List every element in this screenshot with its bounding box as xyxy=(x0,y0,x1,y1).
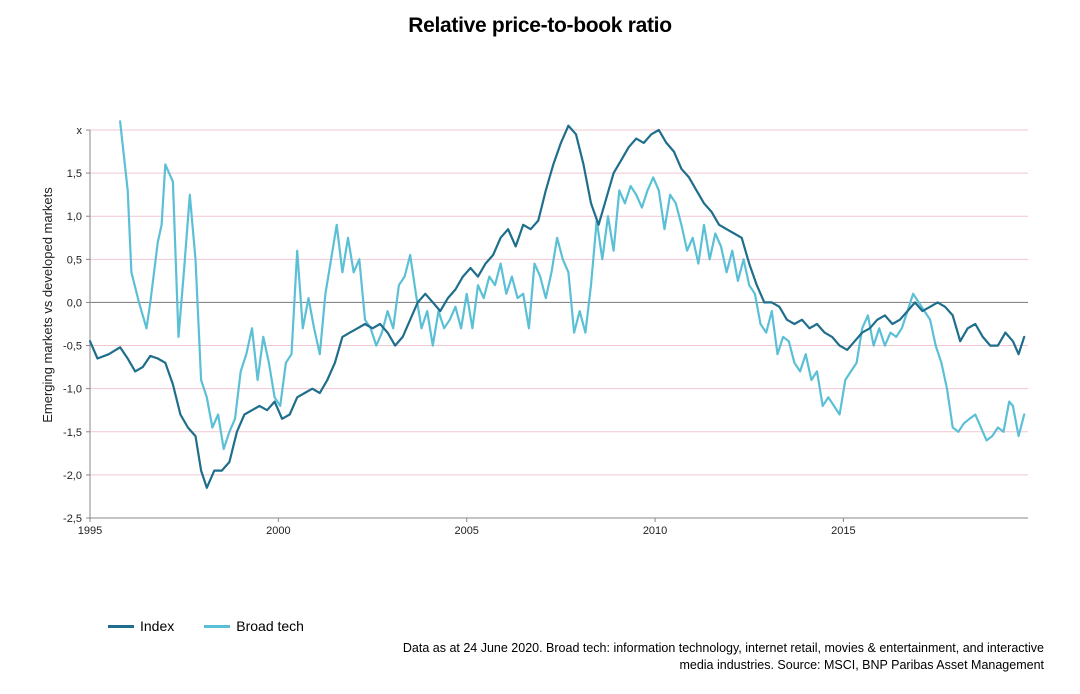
x-tick-label-4: 2015 xyxy=(831,525,855,537)
x-tick-label-3: 2010 xyxy=(643,525,667,537)
y-tick-label-8: -2,0 xyxy=(63,470,82,482)
y-tick-label-5: -0,5 xyxy=(63,341,82,353)
chart-title: Relative price-to-book ratio xyxy=(408,14,672,37)
legend: Index Broad tech xyxy=(108,618,304,634)
y-tick-label-3: 0,5 xyxy=(67,254,82,266)
gridlines xyxy=(90,129,1028,476)
x-tick-label-0: 1995 xyxy=(78,525,102,537)
y-axis-label: Emerging markets vs developed markets xyxy=(40,187,55,423)
legend-swatch-index xyxy=(108,624,134,628)
y-tick-label-1: 1,5 xyxy=(67,168,82,180)
series-line-index xyxy=(88,124,1026,489)
footnote-line-2: media industries. Source: MSCI, BNP Pari… xyxy=(679,658,1044,672)
y-tick-label-2: 1,0 xyxy=(67,211,82,223)
line-chart: x 1,5 1,0 0,5 0,0 -0,5 -1,0 -1,5 -2,0 -2,5 1995 20… xyxy=(40,120,1028,537)
x-axis-ticks: 1995 2000 2005 2010 2015 xyxy=(78,517,1028,537)
footnote-line-1: Data as at 24 June 2020. Broad tech: inf… xyxy=(402,641,1044,655)
y-tick-label-4: 0,0 xyxy=(67,297,82,309)
legend-item-index: Index xyxy=(108,618,174,634)
y-tick-label-7: -1,5 xyxy=(63,427,82,439)
x-tick-label-1: 2000 xyxy=(266,525,290,537)
legend-item-broad-tech: Broad tech xyxy=(204,618,304,634)
series-line-broad-tech xyxy=(119,120,1026,451)
legend-label-broad-tech: Broad tech xyxy=(236,618,304,634)
legend-swatch-broad-tech xyxy=(204,624,231,628)
legend-label-index: Index xyxy=(140,618,175,634)
y-tick-label-9: -2,5 xyxy=(63,513,82,525)
x-tick-label-2: 2005 xyxy=(454,525,478,537)
series-lines xyxy=(88,120,1026,489)
y-tick-label-6: -1,0 xyxy=(63,384,82,396)
footnote: Data as at 24 June 2020. Broad tech: inf… xyxy=(344,640,1044,674)
y-axis-ticks: x 1,5 1,0 0,5 0,0 -0,5 -1,0 -1,5 -2,0 -2,5 xyxy=(63,125,91,525)
y-tick-label-0: x xyxy=(77,125,83,137)
